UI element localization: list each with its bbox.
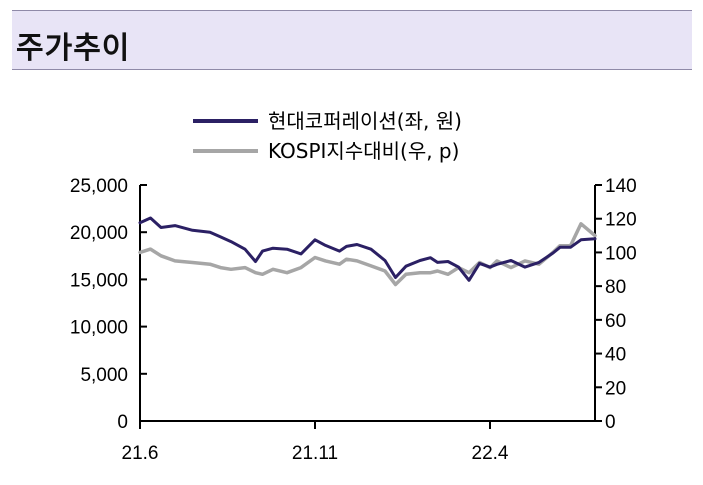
legend-label: KOSPI지수대비(우, p) [268, 139, 459, 163]
section-header: 주가추이 [12, 10, 692, 70]
series-line-hyundai-corp [138, 216, 597, 282]
right-y-tick-label: 60 [605, 311, 626, 332]
right-y-tick-label: 140 [605, 176, 637, 197]
left-y-tick-label: 10,000 [70, 318, 128, 339]
x-tick-label: 21.6 [122, 443, 159, 464]
right-y-tick-label: 80 [605, 277, 626, 298]
x-tick-label: 22.4 [472, 443, 509, 464]
x-tick-label: 21.11 [292, 443, 338, 464]
left-y-tick-label: 5,000 [80, 365, 128, 386]
right-y-tick-label: 40 [605, 345, 626, 366]
section-title: 주가추이 [16, 31, 131, 66]
legend-label: 현대코퍼레이션(좌, 원) [268, 109, 462, 133]
right-y-tick-label: 100 [605, 243, 637, 264]
right-y-tick-label: 0 [605, 412, 616, 433]
plot-area [138, 216, 597, 287]
left-y-tick-label: 25,000 [70, 176, 128, 197]
right-y-tick-label: 20 [605, 378, 626, 399]
chart-legend: 현대코퍼레이션(좌, 원) KOSPI지수대비(우, p) [193, 109, 462, 163]
left-y-tick-label: 20,000 [70, 223, 128, 244]
chart-axes: 0 5,000 10,000 15,000 20,000 25,000 0 20 40 60 80 1… [70, 176, 637, 464]
left-y-tick-label: 0 [117, 412, 128, 433]
right-y-tick-label: 120 [605, 210, 637, 231]
left-y-tick-label: 15,000 [70, 270, 128, 291]
